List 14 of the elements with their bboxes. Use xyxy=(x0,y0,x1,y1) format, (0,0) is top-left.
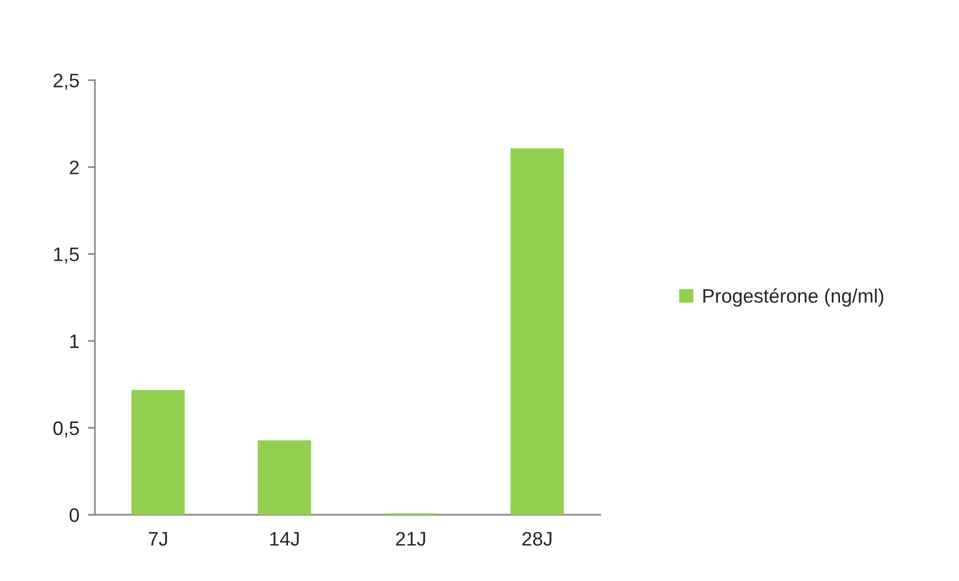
x-tick-label: 28J xyxy=(522,532,552,546)
y-tick-label: 1,5 xyxy=(54,248,79,264)
x-tick-label: 7J xyxy=(148,532,167,546)
y-tick-label: 1 xyxy=(70,334,79,348)
y-tick-label: 0,5 xyxy=(53,421,79,438)
y-tick-label: 0 xyxy=(70,508,79,522)
y-tick-label: 2,5 xyxy=(54,74,79,90)
y-tick-label: 2 xyxy=(70,160,79,174)
bar xyxy=(510,148,564,515)
bar xyxy=(131,390,185,515)
bar xyxy=(258,440,312,515)
x-tick-label: 14J xyxy=(270,532,299,546)
x-tick-label: 21J xyxy=(396,532,426,546)
legend-label: Progestérone (ng/ml) xyxy=(703,288,884,307)
